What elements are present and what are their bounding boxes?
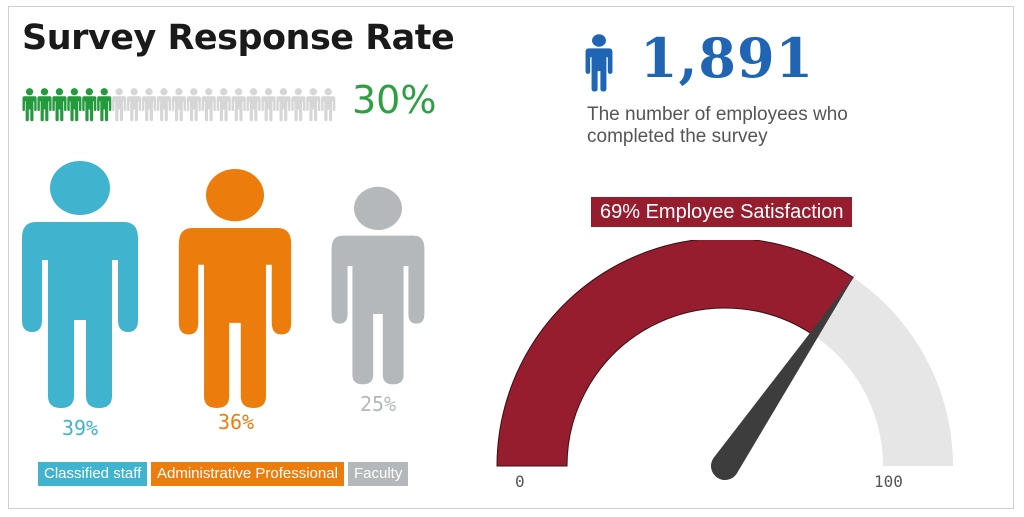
response-rate-percent: 30% — [352, 78, 437, 122]
figure-shape — [22, 161, 138, 408]
nonresponded-person-icon — [127, 88, 142, 122]
responded-person-icon — [37, 88, 52, 122]
person-icon-shape — [585, 34, 613, 92]
satisfaction-gauge — [496, 240, 953, 480]
nonresponded-person-icon — [321, 88, 336, 122]
legend-faculty: Faculty — [348, 462, 409, 486]
faculty-percent: 25% — [359, 392, 397, 416]
gauge-max-label: 100 — [874, 472, 903, 491]
administrative-professional-percent: 36% — [217, 410, 255, 434]
response-rate-pictograph — [22, 88, 336, 122]
nonresponded-person-icon — [231, 88, 246, 122]
responded-person-icon — [82, 88, 97, 122]
figure-shape — [331, 186, 425, 385]
legend-administrative-professional: Administrative Professional — [151, 462, 344, 486]
nonresponded-person-icon — [201, 88, 216, 122]
nonresponded-person-icon — [276, 88, 291, 122]
person-icon — [585, 34, 613, 92]
gauge-needle — [711, 274, 856, 480]
employee-count: 1,891 — [640, 26, 815, 90]
responded-person-icon — [97, 88, 112, 122]
nonresponded-person-icon — [112, 88, 127, 122]
gauge-min-label: 0 — [515, 472, 525, 491]
responded-person-icon — [67, 88, 82, 122]
nonresponded-person-icon — [246, 88, 261, 122]
nonresponded-person-icon — [291, 88, 306, 122]
nonresponded-person-icon — [186, 88, 201, 122]
nonresponded-person-icon — [171, 88, 186, 122]
nonresponded-person-icon — [141, 88, 157, 122]
gauge-fill — [496, 240, 854, 467]
administrative-professional-figure — [178, 169, 292, 409]
nonresponded-person-icon — [156, 88, 172, 122]
satisfaction-label: 69% Employee Satisfaction — [591, 197, 853, 227]
nonresponded-person-icon — [306, 88, 321, 122]
responded-person-icon — [22, 88, 37, 122]
employee-count-description: The number of employees who completed th… — [587, 104, 848, 147]
classified-staff-figure — [22, 161, 138, 408]
responded-person-icon — [52, 88, 67, 122]
faculty-figure — [331, 186, 425, 385]
nonresponded-person-icon — [216, 88, 231, 122]
page-title: Survey Response Rate — [22, 18, 455, 58]
nonresponded-person-icon — [261, 88, 276, 122]
classified-staff-percent: 39% — [61, 416, 99, 440]
figure-shape — [178, 169, 292, 409]
legend-classified-staff: Classified staff — [38, 462, 148, 486]
